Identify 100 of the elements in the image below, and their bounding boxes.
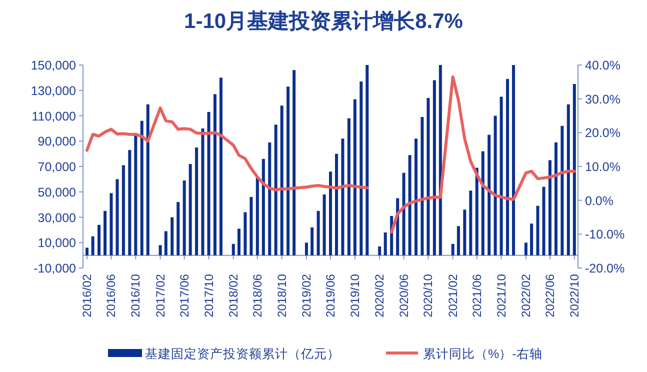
y-tick-label: 10,000 — [38, 236, 76, 250]
y2-tick-label: 20.0% — [585, 126, 620, 140]
bar — [292, 70, 296, 256]
bar — [329, 172, 332, 256]
x-tick-label: 2021/06 — [470, 274, 484, 318]
bar — [256, 176, 259, 256]
x-tick-label: 2017/02 — [153, 274, 168, 318]
bar — [116, 179, 119, 256]
bar — [322, 194, 326, 256]
x-tick-label: 2019/02 — [299, 274, 314, 318]
bar — [554, 142, 558, 256]
bar — [182, 180, 186, 256]
x-tick-label: 2022/10 — [567, 274, 582, 318]
bar — [158, 245, 162, 256]
x-tick-label: 2019/06 — [324, 274, 338, 318]
bar — [402, 172, 406, 256]
x-tick-label: 2021/10 — [494, 274, 508, 318]
x-tick-label: 2019/10 — [348, 274, 362, 318]
x-tick-label: 2020/02 — [372, 274, 387, 318]
bar — [274, 124, 278, 256]
bar — [104, 210, 107, 256]
x-tick-label: 2018/10 — [274, 274, 289, 318]
legend-label: 基建固定资产投资额累计（亿元） — [145, 347, 340, 361]
bar — [232, 244, 235, 256]
bar — [426, 98, 430, 256]
bar — [207, 112, 210, 256]
bar — [310, 227, 314, 256]
bar — [170, 217, 174, 256]
bar — [560, 126, 564, 256]
bar — [262, 158, 265, 256]
y-tick-label: 130,000 — [30, 84, 76, 98]
bar — [438, 65, 442, 256]
bar — [500, 96, 503, 256]
bar — [347, 118, 350, 256]
x-tick-label: 2018/06 — [250, 274, 264, 318]
bar — [195, 147, 198, 256]
x-tick-label: 2017/06 — [177, 274, 192, 318]
bar — [188, 164, 192, 256]
x-tick-label: 2018/02 — [226, 274, 240, 318]
bar — [213, 94, 216, 256]
x-tick-label: 2016/10 — [128, 274, 143, 318]
bar — [566, 104, 570, 256]
bar — [366, 65, 369, 256]
y-tick-label: 150,000 — [30, 58, 76, 72]
x-tick-label: 2020/10 — [421, 274, 436, 318]
bar — [250, 196, 253, 256]
x-tick-label: 2022/06 — [542, 274, 557, 318]
bar — [548, 160, 552, 256]
y2-tick-label: 30.0% — [585, 92, 620, 106]
bar — [512, 65, 516, 256]
bar — [134, 134, 138, 256]
bar — [146, 104, 150, 256]
bar — [542, 186, 546, 256]
bar — [128, 150, 132, 256]
bar — [110, 193, 113, 256]
x-tick-label: 2022/02 — [518, 274, 533, 318]
bar — [341, 138, 344, 256]
bar — [122, 165, 125, 256]
y-tick-label: -10,000 — [34, 262, 76, 276]
bar — [494, 116, 497, 256]
bar — [530, 224, 534, 256]
bar — [469, 190, 472, 256]
bar — [353, 99, 356, 256]
y2-tick-label: 0.0% — [585, 194, 614, 208]
y-tick-label: 70,000 — [38, 160, 76, 174]
chart-title: 1-10月基建投资累计增长8.7% — [184, 10, 464, 33]
bar — [481, 151, 484, 256]
legend-label: 累计同比（%）-右轴 — [423, 347, 542, 361]
y-tick-label: 30,000 — [38, 210, 76, 225]
x-tick-label: 2020/06 — [396, 274, 411, 318]
x-tick-label: 2021/02 — [446, 274, 460, 318]
x-tick-label: 2016/06 — [104, 274, 118, 318]
bar — [268, 142, 272, 256]
bar — [286, 86, 290, 256]
bar — [360, 81, 363, 256]
bar — [98, 224, 101, 256]
bar — [451, 244, 454, 256]
bar — [219, 78, 222, 256]
bar — [201, 128, 204, 256]
bar — [463, 210, 466, 256]
bar — [432, 80, 436, 256]
bar — [414, 138, 418, 256]
y2-tick-label: -10.0% — [585, 228, 625, 242]
bar — [488, 134, 491, 256]
bar — [140, 120, 144, 256]
x-tick-label: 2016/02 — [80, 274, 94, 318]
bar — [86, 248, 89, 256]
y-tick-label: 50,000 — [38, 185, 76, 200]
y2-tick-label: 40.0% — [585, 58, 620, 72]
bar — [304, 242, 308, 256]
bar — [456, 226, 460, 256]
bar — [176, 202, 180, 256]
bar — [244, 212, 247, 256]
x-tick-label: 2017/10 — [202, 274, 216, 318]
y2-tick-label: -20.0% — [585, 262, 625, 276]
bar — [506, 78, 510, 256]
bar — [164, 231, 168, 256]
y2-tick-label: 10.0% — [585, 160, 620, 174]
bar — [572, 84, 576, 256]
bar — [408, 155, 412, 256]
